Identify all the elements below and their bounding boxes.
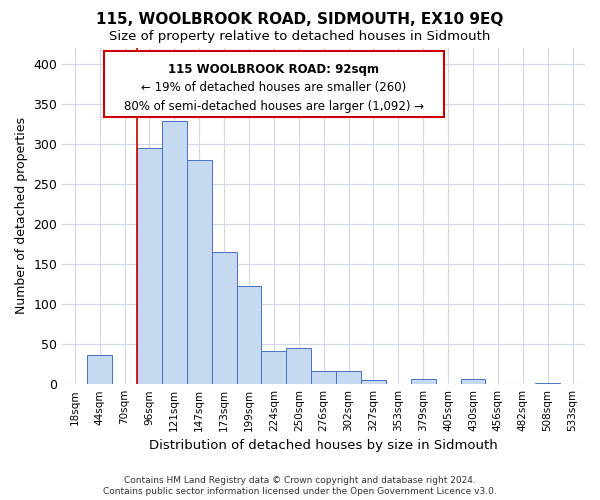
Bar — [212, 252, 236, 384]
Text: 115 WOOLBROOK ROAD: 92sqm: 115 WOOLBROOK ROAD: 92sqm — [169, 62, 379, 76]
Bar — [87, 354, 112, 384]
Bar — [361, 380, 386, 384]
Text: 115, WOOLBROOK ROAD, SIDMOUTH, EX10 9EQ: 115, WOOLBROOK ROAD, SIDMOUTH, EX10 9EQ — [97, 12, 503, 28]
Text: Contains HM Land Registry data © Crown copyright and database right 2024.: Contains HM Land Registry data © Crown c… — [124, 476, 476, 485]
Bar — [461, 380, 485, 384]
X-axis label: Distribution of detached houses by size in Sidmouth: Distribution of detached houses by size … — [149, 440, 498, 452]
Bar — [187, 160, 212, 384]
Bar — [262, 352, 286, 384]
FancyBboxPatch shape — [104, 51, 444, 116]
Bar — [311, 370, 336, 384]
Bar — [137, 148, 162, 384]
Y-axis label: Number of detached properties: Number of detached properties — [15, 118, 28, 314]
Text: ← 19% of detached houses are smaller (260): ← 19% of detached houses are smaller (26… — [142, 82, 407, 94]
Text: Size of property relative to detached houses in Sidmouth: Size of property relative to detached ho… — [109, 30, 491, 43]
Text: Contains public sector information licensed under the Open Government Licence v3: Contains public sector information licen… — [103, 487, 497, 496]
Bar — [286, 348, 311, 384]
Text: 80% of semi-detached houses are larger (1,092) →: 80% of semi-detached houses are larger (… — [124, 100, 424, 113]
Bar — [162, 121, 187, 384]
Bar — [535, 382, 560, 384]
Bar — [236, 286, 262, 384]
Bar — [336, 370, 361, 384]
Bar — [411, 380, 436, 384]
